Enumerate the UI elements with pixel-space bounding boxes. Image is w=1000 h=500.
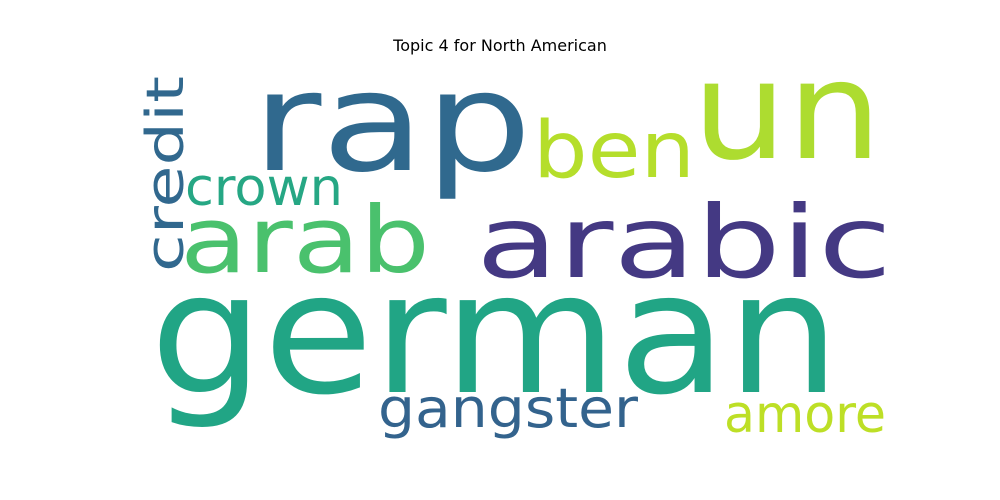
word-credit: credit <box>136 76 196 272</box>
word-arab: arab <box>180 187 430 294</box>
plot-title: Topic 4 for North American <box>393 36 607 55</box>
word-arabic: arabic <box>476 184 892 301</box>
word-rap: rap <box>252 42 532 203</box>
word-ben: ben <box>533 106 695 196</box>
word-german: german <box>150 236 840 432</box>
word-amore: amore <box>724 385 886 445</box>
word-gangster: gangster <box>378 377 639 440</box>
word-crown: crown <box>185 158 343 218</box>
word-un: un <box>692 33 882 191</box>
